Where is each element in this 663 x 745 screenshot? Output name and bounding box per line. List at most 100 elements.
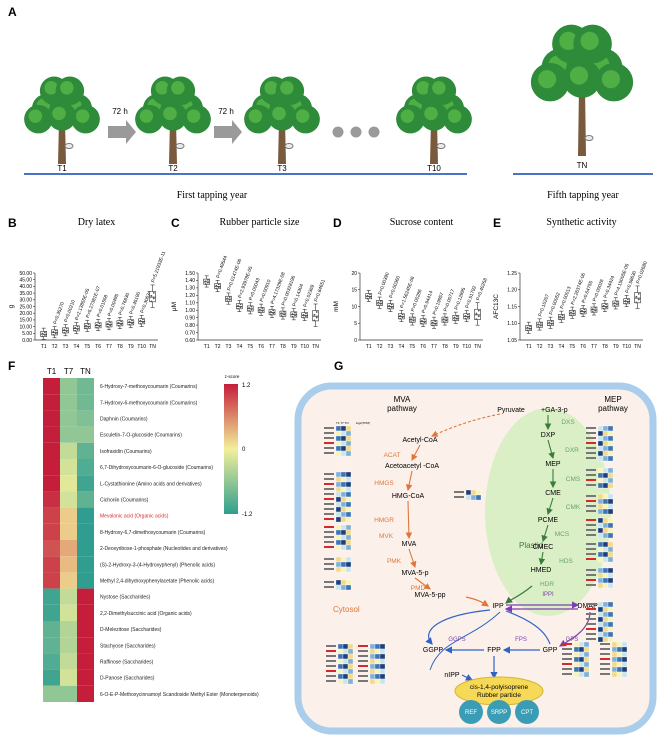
heatmap-cell xyxy=(43,410,60,427)
box-t9 xyxy=(612,297,620,310)
box-t4 xyxy=(398,310,405,323)
x-tick-label: TN xyxy=(312,344,319,350)
tree-tn: TN xyxy=(530,24,634,170)
x-tick-label: T1 xyxy=(204,344,210,350)
p-value-label: P=0.49544 xyxy=(215,255,229,279)
heatmap-row-label: Raffinose (Saccharides) xyxy=(100,660,154,666)
panel-a: A T1 T2 T3 T10 TN 72 h 72 h First tapping ye… xyxy=(8,5,653,201)
heatmap-cell xyxy=(43,426,60,443)
panel-g: G Plastid Cytosol MVA pathway MEP pathway … xyxy=(294,359,657,735)
heatmap-row-label: 8-Hydroxy-6,7-dimethoxycoumarin (Coumari… xyxy=(100,530,206,536)
heatmap-cell xyxy=(60,442,77,459)
heatmap-cell xyxy=(43,637,60,654)
box-tn xyxy=(634,285,641,309)
heatmap-cell xyxy=(43,394,60,411)
mini-heatmap-legend: log2(TPM) xyxy=(356,421,370,425)
box-t8 xyxy=(601,300,609,312)
panel-c-chart: C Rubber particle size 0.60 0.700.80 0.901.0… xyxy=(171,216,327,350)
mep-enzyme: HDS xyxy=(559,558,573,565)
y-axis-label: mM xyxy=(333,301,340,312)
heatmap-cell xyxy=(60,621,77,638)
heatmap-row: Stachyose (Saccharides) xyxy=(43,637,156,654)
heatmap-cell xyxy=(43,621,60,638)
y-tick-label: 5.00 xyxy=(22,331,32,337)
tree-label: T1 xyxy=(57,164,67,173)
box-t3 xyxy=(62,324,69,337)
protein-cpt-label: CPT xyxy=(521,710,533,716)
first-year-label: First tapping year xyxy=(177,190,248,201)
mep-node: DXP xyxy=(541,432,556,439)
mva-enzyme: ACAT xyxy=(384,452,401,459)
gene-expression-heatmap xyxy=(586,517,614,539)
heatmap-cell xyxy=(43,523,60,540)
heatmap-cell xyxy=(60,410,77,427)
heatmap-row: Esculetin-7-O-glucoside (Coumarins) xyxy=(43,426,182,443)
heatmap-cell xyxy=(77,540,94,557)
x-tick-label: T2 xyxy=(537,344,543,350)
heatmap-row-label: Daphnin (Coumarins) xyxy=(100,417,148,423)
gene-expression-heatmap xyxy=(324,425,352,457)
heatmap-col-label: T7 xyxy=(64,367,74,376)
protein-srpp-label: SRPP xyxy=(491,710,507,716)
heatmap-cell xyxy=(43,669,60,686)
heatmap-row: 2-Deoxyribose-1-phosphate (Nucleotides a… xyxy=(43,540,228,557)
gene-expression-heatmap xyxy=(586,467,614,489)
x-tick-label: T8 xyxy=(442,344,448,350)
heatmap-row-label: Methyl 2,4-dihydroxyphenylacetate (Pheno… xyxy=(100,579,215,585)
gene-expression-heatmap xyxy=(324,524,352,551)
heatmap-row-label: 6,7-Dihydroxycoumarin-6-O-glucoside (Cou… xyxy=(100,465,213,471)
x-tick-label: T7 xyxy=(591,344,597,350)
node-nipp: nIPP xyxy=(444,672,460,679)
y-axis-label: AFC13C xyxy=(493,294,500,319)
heatmap-cell xyxy=(77,685,94,702)
panel-label: D xyxy=(333,216,342,230)
p-value-label: P=0.02369 xyxy=(302,284,316,308)
node-gpp: GPP xyxy=(543,647,558,654)
heatmap-cell xyxy=(77,507,94,524)
y-tick-label: 5 xyxy=(354,321,357,327)
mva-enzyme: PMD xyxy=(411,585,426,592)
p-value-label: P=0.00286 xyxy=(410,288,424,312)
heatmap-row-label: Isofraxidin (Coumarins) xyxy=(100,449,152,455)
heatmap-cell xyxy=(77,572,94,589)
heatmap-cell xyxy=(43,491,60,508)
x-tick-label: T10 xyxy=(462,344,471,350)
heatmap-cell xyxy=(43,540,60,557)
heatmap-col-label: T1 xyxy=(47,367,57,376)
tree-t1: T1 xyxy=(24,76,100,173)
x-tick-label: T2 xyxy=(377,344,383,350)
mep-enzyme: DXR xyxy=(565,447,579,454)
y-tick-label: 1.40 xyxy=(185,278,195,284)
gene-expression-heatmap xyxy=(326,643,354,685)
heatmap-row-label: Esculetin-7-O-glucoside (Coumarins) xyxy=(100,433,182,439)
p-value-label: P=0.00360 xyxy=(388,275,402,299)
box-t10 xyxy=(463,310,470,323)
box-t7 xyxy=(105,318,113,331)
p-value-label: P=0.84651 xyxy=(313,278,327,302)
box-t5 xyxy=(408,313,416,326)
node-ggpp: GGPP xyxy=(423,647,444,654)
p-value-label: P=0.00026 xyxy=(592,278,606,302)
heatmap-cell xyxy=(77,621,94,638)
gene-expression-heatmap xyxy=(358,643,386,685)
x-tick-label: T6 xyxy=(580,344,586,350)
box-t2 xyxy=(536,318,543,331)
x-tick-label: T10 xyxy=(137,344,146,350)
heatmap-row: L-Cystathionine (Amino acids and derivat… xyxy=(43,475,202,492)
box-t9 xyxy=(127,316,135,329)
box-t1 xyxy=(525,321,533,334)
legend-tick-mid: 0 xyxy=(242,447,246,453)
y-tick-label: 50.00 xyxy=(19,271,32,277)
y-tick-label: 20 xyxy=(351,271,357,277)
gene-expression-heatmap xyxy=(586,567,614,589)
y-tick-label: 35.00 xyxy=(19,291,32,297)
rubber-particle: cis-1,4-polyisoprene Rubber particle REF … xyxy=(454,676,544,724)
enzyme-fps: FPS xyxy=(515,637,527,643)
legend-colorbar xyxy=(224,384,238,514)
panel-g-label: G xyxy=(334,359,343,373)
heatmap-cell xyxy=(77,653,94,670)
x-tick-label: T10 xyxy=(300,344,309,350)
heatmap-row: 7-Hydroxy-6-methoxycoumarin (Coumarins) xyxy=(43,394,198,411)
heatmap-cell xyxy=(43,653,60,670)
ga3p-node: +GA-3-p xyxy=(541,407,568,414)
